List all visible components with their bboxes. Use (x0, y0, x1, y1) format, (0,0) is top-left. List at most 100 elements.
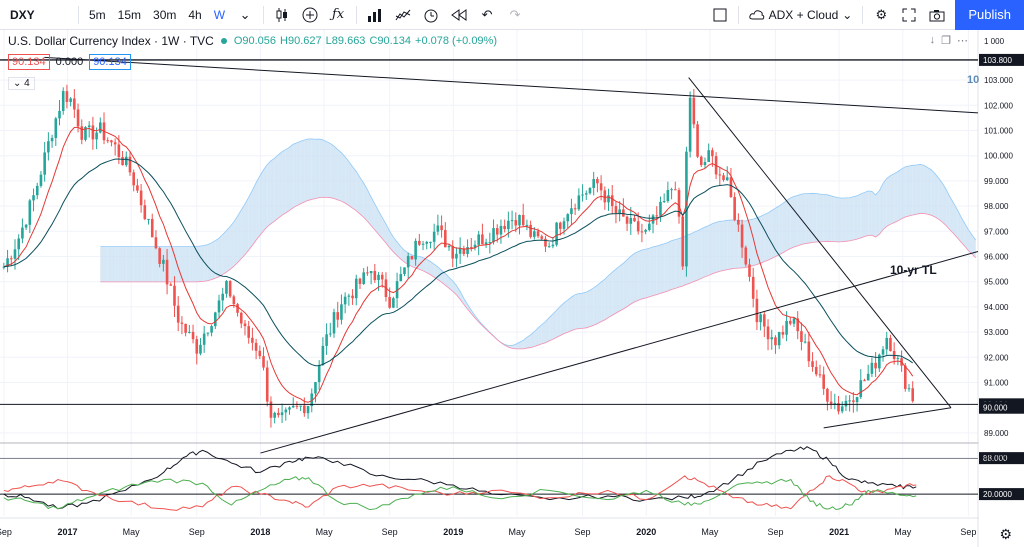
candle-body (265, 367, 269, 402)
candle-body (692, 97, 696, 125)
cloud-segment (556, 306, 561, 338)
candle-body (722, 175, 725, 181)
arrow-down-icon[interactable]: ↓ (929, 34, 936, 46)
candle-body (9, 258, 13, 260)
cloud-segment (894, 171, 898, 223)
price-tick-label: 94.000 (984, 303, 1009, 312)
candle-body (837, 403, 840, 412)
price-tick-label: 95.000 (984, 278, 1009, 287)
cloud-segment (356, 171, 360, 215)
cloud-segment (129, 246, 134, 282)
price-tick-label: 98.000 (984, 202, 1009, 211)
cloud-segment (753, 217, 757, 266)
settings-icon[interactable]: ⚙ (875, 7, 888, 22)
candle-body (217, 300, 221, 313)
candle-body (225, 281, 228, 294)
candle-body (655, 215, 659, 217)
candle-body (518, 214, 521, 226)
cloud-segment (204, 244, 208, 282)
symbol-search[interactable]: DXY (10, 7, 35, 22)
cloud-segment (144, 246, 149, 282)
add-indicator-icon[interactable] (296, 0, 324, 30)
cloud-segment (426, 259, 431, 275)
cloud-segment (653, 246, 657, 296)
candle-body (158, 248, 161, 264)
candle-body (176, 305, 180, 323)
candle-body (885, 337, 889, 350)
fullscreen-icon[interactable] (895, 0, 923, 30)
cloud-segment (578, 293, 583, 329)
candle-body (262, 356, 265, 368)
cloud-segment (278, 151, 283, 219)
cloud-segment (771, 208, 776, 259)
chart-canvas[interactable]: 103.000102.000101.000100.00099.00098.000… (0, 30, 1024, 547)
cloud-segment (530, 331, 535, 348)
cloud-segment (237, 209, 242, 263)
price-tick-label: 100.000 (984, 152, 1013, 161)
candle-body (258, 350, 262, 357)
ohlc-change: +0.078 (+0.09%) (415, 35, 497, 47)
candle-body (6, 258, 9, 267)
cloud-segment (749, 219, 754, 267)
candle-body (47, 141, 50, 153)
toolbar-divider (737, 6, 739, 24)
series-title[interactable]: U.S. Dollar Currency Index · 1W · TVC (8, 34, 214, 48)
cloud-segment (701, 226, 705, 279)
fx-icon[interactable]: ƒx (331, 7, 345, 22)
candle-body (380, 274, 384, 280)
ohlc-open: O90.056 (234, 35, 276, 47)
time-tick-label: May (316, 527, 334, 537)
candle-body (681, 216, 685, 267)
compare-icon[interactable] (389, 0, 417, 30)
interval-4h[interactable]: 4h (188, 7, 202, 22)
cloud-segment (786, 198, 791, 251)
publish-button[interactable]: Publish (955, 0, 1024, 30)
layout-icon[interactable] (706, 0, 734, 30)
replay-icon[interactable] (445, 0, 473, 30)
alert-icon[interactable] (417, 0, 445, 30)
undo-icon[interactable]: ↶ (481, 6, 493, 22)
candle-body (340, 304, 343, 320)
candle-body (117, 144, 121, 158)
time-tick-label: 2017 (57, 527, 77, 537)
interval-5m[interactable]: 5m (89, 7, 106, 22)
cloud-segment (308, 138, 312, 201)
cloud-segment (730, 219, 735, 269)
candles-icon[interactable] (268, 0, 296, 30)
time-tick-label: Sep (0, 527, 12, 537)
adx-pane (0, 446, 978, 511)
interval-30m[interactable]: 30m (153, 7, 177, 22)
cloud-segment (719, 220, 724, 272)
interval-w[interactable]: W (213, 7, 226, 22)
cloud-segment (274, 154, 279, 222)
interval-15m[interactable]: 15m (117, 7, 142, 22)
bars-icon[interactable] (361, 0, 389, 30)
chevron-down-icon[interactable]: ⌄ (239, 6, 251, 22)
cloud-segment (571, 294, 576, 331)
indicator-collapse-button[interactable]: ⌄ 4 (8, 77, 35, 90)
cloud-segment (322, 139, 327, 198)
candle-body (822, 374, 825, 389)
candle-body (354, 278, 358, 299)
cloud-segment (779, 203, 783, 255)
chart-settings-icon[interactable]: ⚙ (999, 526, 1012, 542)
redo-icon[interactable]: ↷ (509, 6, 521, 22)
cloud-segment (582, 292, 587, 329)
candle-body (191, 331, 195, 340)
candle-body (662, 201, 666, 203)
cloud-segment (378, 210, 383, 239)
more-icon[interactable]: ⋯ (957, 35, 968, 47)
cloud-segment (649, 246, 654, 297)
candle-body (321, 345, 325, 365)
chart-overlay-tools: ↓ ❐ ⋯ (930, 34, 968, 47)
cloud-segment (111, 246, 116, 282)
cloud-segment (764, 212, 769, 262)
copy-icon[interactable]: ❐ (941, 35, 951, 47)
price-tick-label: 92.000 (984, 353, 1009, 362)
candle-body (306, 406, 310, 414)
ohlc-open-label: O (233, 35, 243, 47)
cloud-segment (152, 246, 156, 282)
ohlc-low-label: L (325, 35, 332, 47)
camera-icon[interactable] (923, 0, 951, 30)
indicator-template[interactable]: ADX + Cloud ⌄ (743, 8, 859, 22)
